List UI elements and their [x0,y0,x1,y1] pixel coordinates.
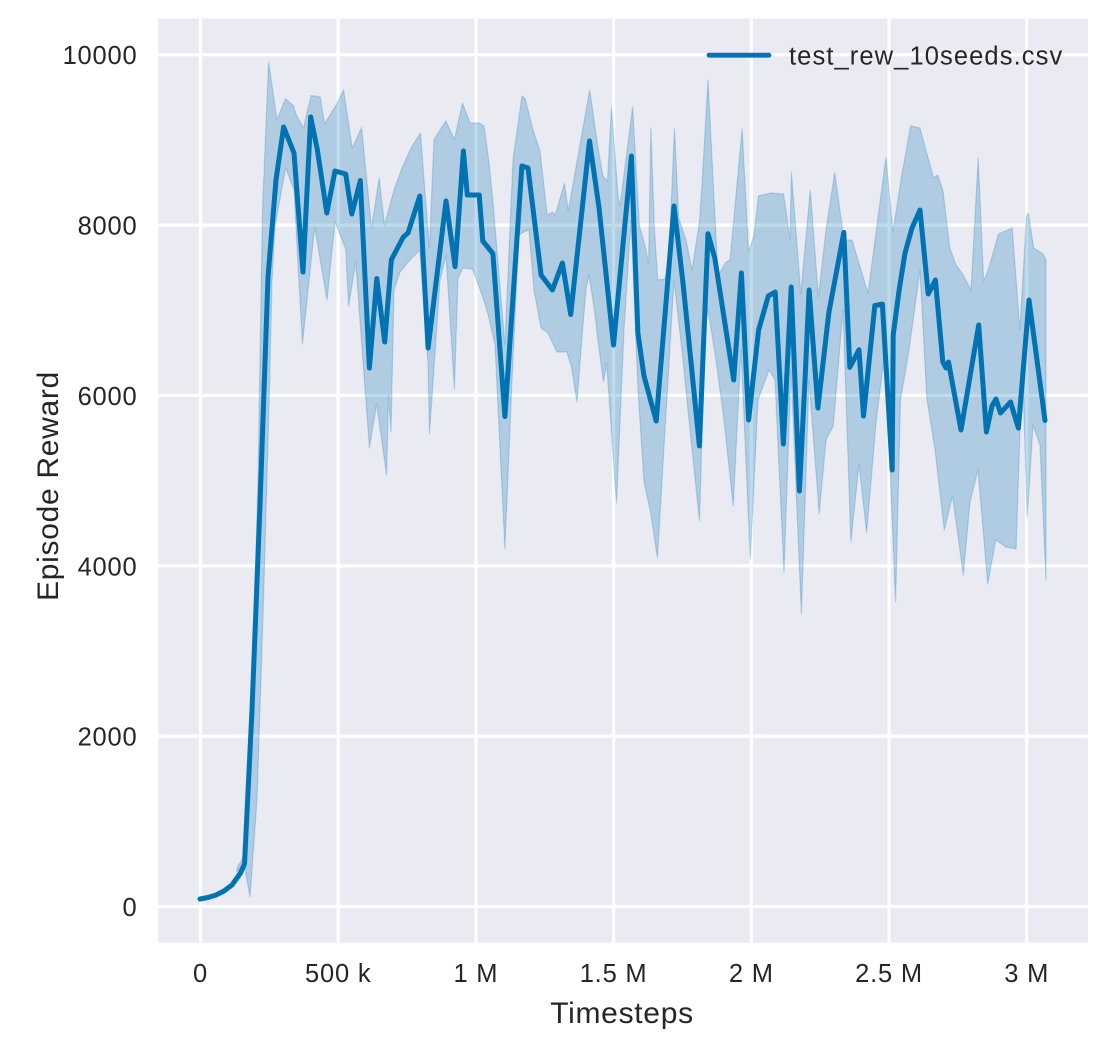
svg-text:8000: 8000 [78,213,138,241]
svg-text:2.5 M: 2.5 M [855,960,923,988]
svg-text:0: 0 [193,960,208,988]
svg-text:Episode Reward: Episode Reward [32,371,65,601]
svg-text:test_rew_10seeds.csv: test_rew_10seeds.csv [789,43,1063,71]
svg-text:3 M: 3 M [1004,960,1049,988]
svg-text:4000: 4000 [78,553,138,581]
svg-text:2 M: 2 M [729,960,774,988]
svg-text:1.5 M: 1.5 M [580,960,648,988]
svg-text:1 M: 1 M [453,960,498,988]
svg-text:2000: 2000 [78,724,138,752]
svg-text:Timesteps: Timesteps [550,997,694,1030]
svg-text:6000: 6000 [78,383,138,411]
svg-text:0: 0 [123,894,138,922]
svg-text:500 k: 500 k [305,960,371,988]
svg-text:10000: 10000 [63,42,138,70]
